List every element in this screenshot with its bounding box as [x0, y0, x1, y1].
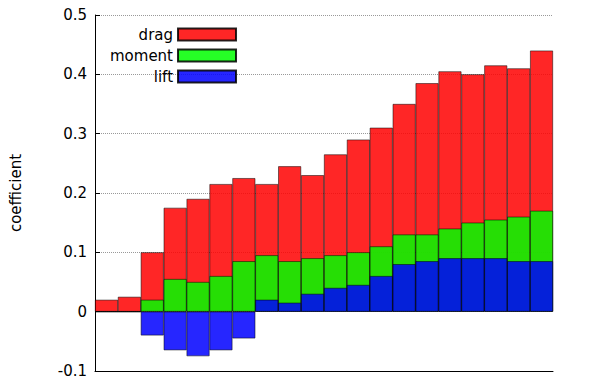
svg-text:0.1: 0.1 — [63, 243, 87, 261]
svg-text:0.2: 0.2 — [63, 184, 87, 202]
svg-text:0.5: 0.5 — [63, 6, 87, 24]
svg-text:coefficient: coefficient — [7, 154, 25, 232]
svg-text:0.4: 0.4 — [63, 65, 87, 83]
svg-text:-0.1: -0.1 — [58, 362, 87, 380]
svg-text:0: 0 — [77, 303, 87, 321]
svg-text:lift: lift — [154, 68, 173, 86]
svg-text:moment: moment — [110, 47, 173, 65]
svg-text:drag: drag — [139, 26, 173, 44]
svg-text:0.3: 0.3 — [63, 125, 87, 143]
